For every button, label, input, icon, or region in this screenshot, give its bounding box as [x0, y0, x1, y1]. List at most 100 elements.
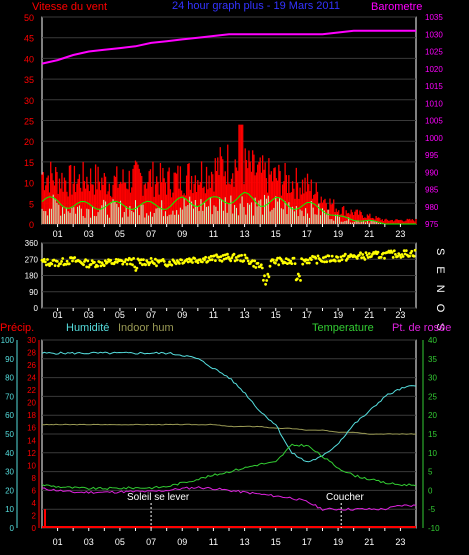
dewpoint-label: Pt. de rosée: [392, 322, 451, 334]
precip-axis-tick-label: 18: [27, 411, 36, 420]
wind-axis-tick-label: 0: [29, 220, 34, 230]
wind-axis-tick-label: 35: [24, 75, 34, 85]
wind-direction-point: [220, 259, 224, 263]
temperature-axis-tick-label: 30: [428, 374, 437, 383]
humidity-line: [41, 351, 417, 463]
wind-direction-point: [204, 255, 208, 259]
hour-tick-label: 15: [271, 537, 281, 547]
precip-axis-tick-label: 0: [32, 524, 37, 533]
wind-direction-point: [268, 264, 272, 268]
wind-axis-tick-label: 15: [24, 158, 34, 168]
wind-direction-point: [45, 263, 48, 267]
wind-direction-point: [210, 258, 214, 262]
hour-tick-label: 21: [364, 537, 374, 547]
precip-label: Précip.: [0, 322, 34, 334]
hour-tick-label: 03: [84, 537, 94, 547]
indoor-humidity-line: [41, 423, 417, 435]
wind-direction-point: [190, 258, 193, 262]
hour-tick-label: 17: [302, 537, 312, 547]
hour-tick-label: 17: [302, 229, 312, 239]
wind-direction-point: [325, 260, 329, 264]
hour-tick-label: 13: [240, 229, 250, 239]
wind-direction-point: [245, 256, 249, 260]
wind-direction-point: [322, 256, 325, 260]
wind-direction-point: [260, 266, 264, 270]
wind-direction-point: [346, 257, 349, 260]
wind-direction-point: [391, 256, 395, 259]
indoor-hum-label: Indoor hum: [118, 322, 174, 334]
humidity-axis-tick-label: 80: [5, 374, 14, 383]
hour-tick-label: 13: [240, 537, 250, 547]
wind-direction-point: [87, 265, 91, 269]
hour-tick-label: 11: [209, 310, 218, 320]
wind-direction-point: [89, 263, 93, 266]
wind-direction-point: [252, 264, 256, 268]
wind-direction-point: [186, 260, 190, 264]
wind-direction-point: [218, 259, 222, 262]
wind-direction-point: [239, 259, 242, 263]
wind-direction-point: [329, 259, 333, 263]
wind-direction-point: [84, 258, 87, 261]
wind-direction-point: [52, 258, 56, 262]
hour-tick-label: 05: [115, 229, 125, 239]
barometer-axis-tick-label: 995: [425, 151, 439, 160]
hour-tick-label: 09: [177, 310, 187, 320]
wind-direction-point: [293, 262, 297, 265]
wind-direction-point: [392, 249, 396, 253]
wind-direction-point: [264, 282, 267, 286]
wind-direction-point: [193, 257, 197, 260]
wind-direction-point: [53, 264, 57, 267]
wind-direction-point: [206, 260, 210, 263]
wind-direction-point: [267, 275, 271, 279]
wind-axis-tick-label: 40: [24, 54, 34, 64]
wind-direction-point: [234, 256, 238, 259]
wind-direction-point: [410, 249, 414, 253]
humidity-axis-tick-label: 10: [5, 505, 14, 514]
humidity-axis-tick-label: 30: [5, 468, 14, 477]
hour-tick-label: 17: [302, 310, 312, 320]
wind-direction-point: [41, 260, 45, 263]
wind-direction-point: [162, 260, 166, 263]
precip-axis-tick-label: 2: [32, 511, 37, 520]
wind-direction-point: [266, 272, 270, 276]
precip-axis-tick-label: 30: [27, 336, 36, 345]
precip-axis-tick-label: 26: [27, 361, 36, 370]
wind-direction-point: [85, 265, 89, 269]
precip-axis-tick-label: 8: [32, 474, 37, 483]
wind-direction-point: [148, 261, 152, 265]
precip-axis-tick-label: 12: [27, 449, 36, 458]
wind-axis-tick-label: 30: [24, 96, 34, 106]
wind-direction-point: [298, 274, 301, 278]
temperature-label: Temperature: [312, 322, 374, 334]
wind-direction-point: [55, 260, 59, 263]
wind-direction-point: [363, 258, 367, 261]
humidity-axis-tick-label: 90: [5, 355, 14, 364]
wind-average-line: [41, 191, 416, 225]
hour-tick-label: 19: [333, 310, 343, 320]
wind-direction-point: [306, 258, 310, 262]
wind-direction-point: [238, 254, 241, 258]
wind-direction-point: [360, 256, 363, 260]
wind-direction-point: [289, 259, 293, 263]
hour-tick-label: 23: [395, 537, 405, 547]
wind-direction-point: [401, 255, 405, 258]
wind-direction-point: [135, 266, 139, 270]
wind-direction-point: [339, 255, 343, 259]
wind-direction-point: [275, 258, 278, 262]
wind-direction-point: [70, 256, 73, 260]
wind-direction-point: [132, 257, 136, 260]
barometer-label: Barometre: [371, 1, 422, 13]
wind-direction-point: [65, 259, 69, 263]
wind-direction-point: [203, 258, 206, 262]
wind-direction-point: [208, 258, 212, 262]
wind-direction-point: [149, 257, 153, 260]
wind-direction-point: [170, 263, 174, 267]
wind-direction-point: [187, 257, 191, 261]
precip-axis-tick-label: 28: [27, 349, 36, 358]
wind-direction-point: [361, 253, 365, 256]
wind-direction-point: [402, 249, 406, 253]
wind-direction-point: [299, 279, 302, 282]
wind-axis-tick-label: 45: [24, 34, 34, 44]
hour-tick-label: 19: [333, 229, 343, 239]
wind-direction-point: [301, 262, 305, 266]
